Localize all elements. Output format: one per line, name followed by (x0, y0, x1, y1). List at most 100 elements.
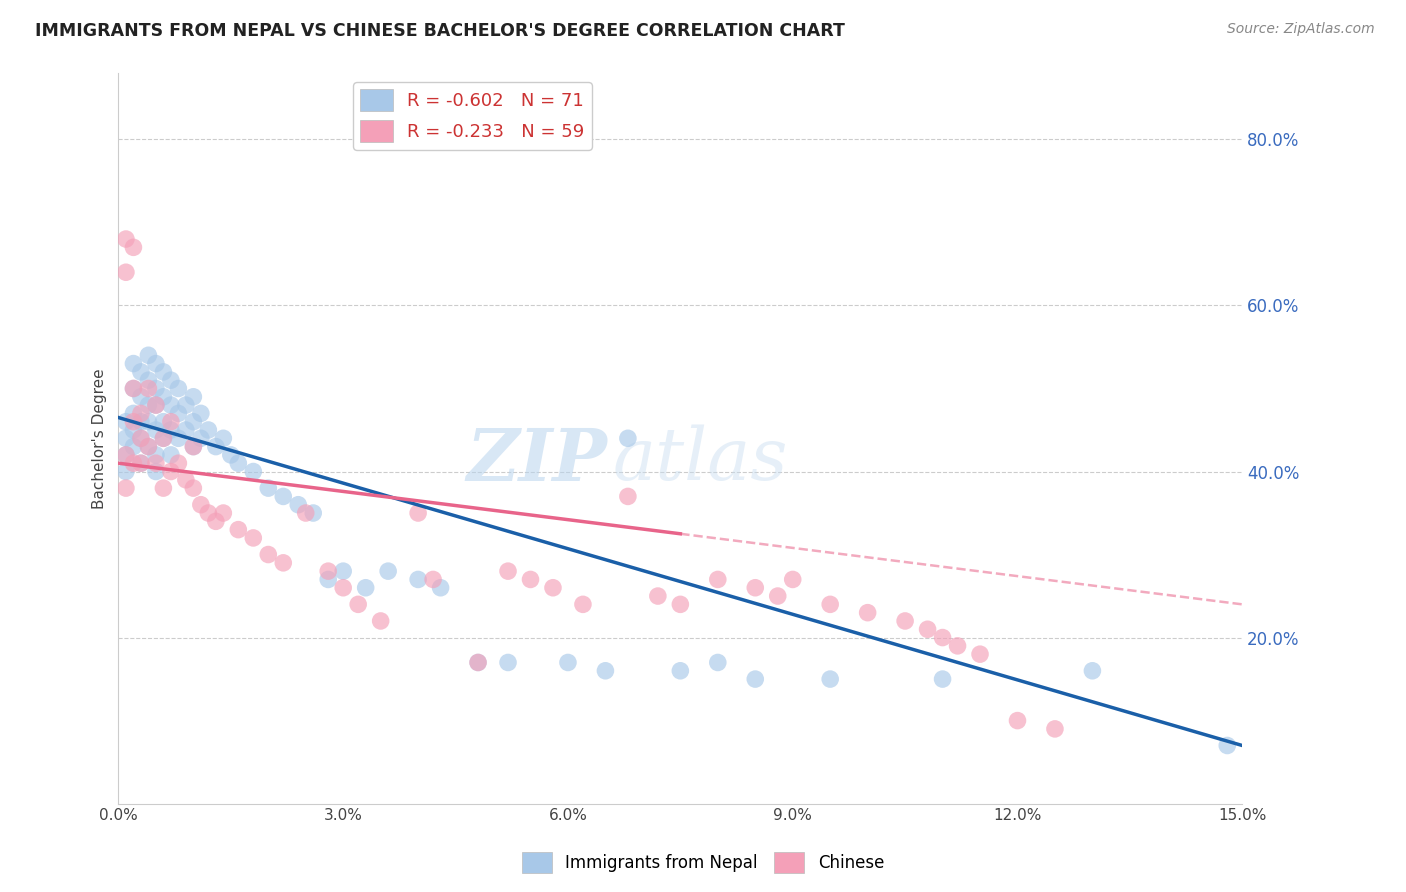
Point (370, 614, 392, 628)
Point (1043, 722, 1066, 736)
Point (138, 348, 160, 362)
Point (519, 573, 541, 587)
Legend: R = -0.602   N = 71, R = -0.233   N = 59: R = -0.602 N = 71, R = -0.233 N = 59 (353, 82, 592, 150)
Point (226, 456, 249, 470)
Point (152, 365, 174, 379)
Point (152, 390, 174, 404)
Point (557, 656, 579, 670)
Point (818, 598, 841, 612)
Point (122, 406, 145, 420)
Point (160, 373, 183, 387)
Point (205, 440, 228, 454)
Point (946, 639, 969, 653)
Point (145, 398, 167, 412)
Point (122, 423, 145, 437)
Point (122, 240, 145, 254)
Point (129, 431, 152, 445)
Point (316, 573, 339, 587)
Point (617, 490, 640, 504)
Point (617, 431, 640, 445)
Point (766, 589, 789, 603)
Point (122, 357, 145, 371)
Point (122, 415, 145, 429)
Point (242, 465, 264, 479)
Point (115, 265, 138, 279)
Point (595, 664, 617, 678)
Point (242, 531, 264, 545)
Point (271, 556, 294, 570)
Point (744, 581, 766, 595)
Point (744, 672, 766, 686)
Point (115, 481, 138, 495)
Point (287, 498, 309, 512)
Point (129, 406, 152, 420)
Point (894, 614, 917, 628)
Point (969, 647, 991, 661)
Point (190, 431, 212, 445)
Point (115, 232, 138, 246)
Point (174, 473, 197, 487)
Point (115, 431, 138, 445)
Point (129, 365, 152, 379)
Point (377, 564, 399, 578)
Point (115, 465, 138, 479)
Point (467, 656, 489, 670)
Point (707, 656, 730, 670)
Point (167, 406, 190, 420)
Point (1216, 739, 1239, 753)
Point (152, 431, 174, 445)
Point (856, 606, 879, 620)
Point (294, 506, 316, 520)
Point (145, 382, 167, 396)
Point (1007, 714, 1029, 728)
Point (347, 598, 370, 612)
Point (257, 481, 280, 495)
Point (160, 448, 183, 462)
Point (332, 581, 354, 595)
Point (212, 431, 235, 445)
Point (302, 506, 325, 520)
Point (122, 382, 145, 396)
Point (572, 598, 595, 612)
Point (406, 573, 429, 587)
Point (219, 448, 242, 462)
Point (332, 564, 354, 578)
Text: IMMIGRANTS FROM NEPAL VS CHINESE BACHELOR'S DEGREE CORRELATION CHART: IMMIGRANTS FROM NEPAL VS CHINESE BACHELO… (35, 22, 845, 40)
Point (152, 431, 174, 445)
Point (707, 573, 730, 587)
Point (917, 622, 939, 636)
Point (271, 490, 294, 504)
Point (122, 456, 145, 470)
Point (316, 564, 339, 578)
Point (931, 631, 953, 645)
Point (129, 456, 152, 470)
Point (190, 498, 212, 512)
Point (429, 581, 451, 595)
Point (183, 481, 205, 495)
Point (931, 672, 953, 686)
Point (190, 406, 212, 420)
Point (122, 382, 145, 396)
Point (496, 564, 519, 578)
Point (115, 448, 138, 462)
Point (138, 415, 160, 429)
Text: atlas: atlas (613, 425, 789, 495)
Point (129, 431, 152, 445)
Y-axis label: Bachelor's Degree: Bachelor's Degree (93, 368, 107, 508)
Point (138, 440, 160, 454)
Point (145, 448, 167, 462)
Point (197, 506, 219, 520)
Point (145, 398, 167, 412)
Point (115, 415, 138, 429)
Point (818, 672, 841, 686)
Point (197, 423, 219, 437)
Point (145, 357, 167, 371)
Point (782, 573, 804, 587)
Point (257, 548, 280, 562)
Point (183, 440, 205, 454)
Legend: Immigrants from Nepal, Chinese: Immigrants from Nepal, Chinese (515, 846, 891, 880)
Point (160, 415, 183, 429)
Point (174, 423, 197, 437)
Point (1081, 664, 1104, 678)
Point (115, 448, 138, 462)
